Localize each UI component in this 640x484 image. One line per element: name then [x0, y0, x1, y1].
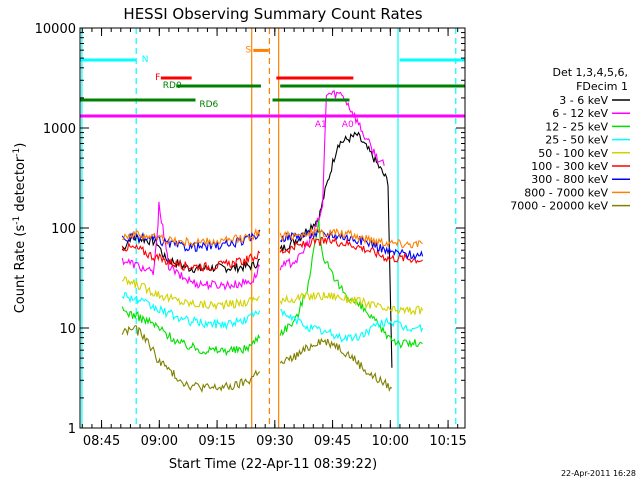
series-line-5-part-0 [121, 241, 261, 272]
y-axis-label-end: ) [13, 143, 28, 148]
y-tick-label-1: 10 [59, 322, 76, 337]
series-line-1-part-1 [279, 90, 385, 271]
series-line-3-part-1 [280, 309, 424, 343]
series-line-5-part-1 [279, 236, 423, 265]
state-label-rd0: RD0 [163, 81, 182, 91]
x-axis-label: Start Time (22-Apr-11 08:39:22) [169, 457, 377, 472]
series-line-4-part-0 [121, 275, 260, 311]
x-tick-label-4: 09:45 [314, 434, 351, 449]
series-line-8-part-1 [279, 337, 393, 392]
y-axis-label-sup2: -1 [12, 148, 22, 157]
y-axis-label-mid: detector [13, 156, 28, 216]
state-label-f: F [155, 73, 160, 83]
state-label-rd6: RD6 [199, 100, 218, 110]
y-axis-label-main: Count Rate (s [13, 225, 28, 314]
legend-label-2: 12 - 25 keV [545, 120, 608, 133]
legend-header-0: Det 1,3,4,5,6, [552, 66, 628, 79]
x-tick-label-0: 08:45 [83, 434, 120, 449]
series-line-0-part-1 [279, 131, 393, 368]
y-tick-label-4: 10000 [35, 22, 76, 37]
x-tick-label-1: 09:00 [141, 434, 178, 449]
state-bars: NF S RD0 RD6 A1 A0 [80, 45, 465, 130]
legend-label-7: 800 - 7000 keV [524, 186, 608, 199]
series-line-7-part-0 [122, 227, 261, 247]
state-label-s: S [246, 45, 252, 55]
x-tick-label-3: 09:30 [256, 434, 293, 449]
y-axis-label-sup1: -1 [12, 216, 22, 225]
series-line-1-part-0 [121, 201, 261, 291]
legend-label-6: 300 - 800 keV [531, 173, 608, 186]
y-axis-label: Count Rate (s-1 detector-1) [12, 143, 28, 314]
state-label-a0: A0 [342, 120, 354, 130]
y-tick-label-0: 1 [68, 422, 76, 437]
plot-frame [79, 27, 466, 429]
x-tick-label-6: 10:15 [429, 434, 466, 449]
chart-title: HESSI Observing Summary Count Rates [123, 5, 422, 23]
legend-label-0: 3 - 6 keV [559, 94, 608, 107]
x-tick-label-5: 10:00 [372, 434, 409, 449]
legend-label-4: 50 - 100 keV [538, 147, 608, 160]
legend-label-8: 7000 - 20000 keV [510, 200, 608, 213]
y-tick-label-3: 1000 [43, 122, 76, 137]
x-tick-label-2: 09:15 [198, 434, 235, 449]
legend-header-1: FDecim 1 [576, 80, 628, 93]
series-line-7-part-1 [279, 226, 423, 249]
legend-label-3: 25 - 50 keV [545, 134, 608, 147]
series-line-3-part-0 [121, 291, 261, 331]
axes: 1 10 100 1000 10000 08:45 09:00 09:15 09:30 09:45… [35, 22, 467, 449]
series-line-4-part-1 [279, 291, 424, 316]
series-lines [121, 90, 424, 394]
footer-date: 22-Apr-2011 16:28 [561, 469, 636, 478]
legend-label-1: 6 - 12 keV [552, 107, 608, 120]
state-label-n: N [142, 55, 149, 65]
series-line-2-part-0 [121, 306, 261, 357]
state-label-a1: A1 [315, 120, 327, 130]
series-line-8-part-0 [121, 324, 261, 394]
y-tick-label-2: 100 [51, 222, 76, 237]
legend-label-5: 100 - 300 keV [531, 160, 608, 173]
vertical-markers [81, 28, 457, 428]
